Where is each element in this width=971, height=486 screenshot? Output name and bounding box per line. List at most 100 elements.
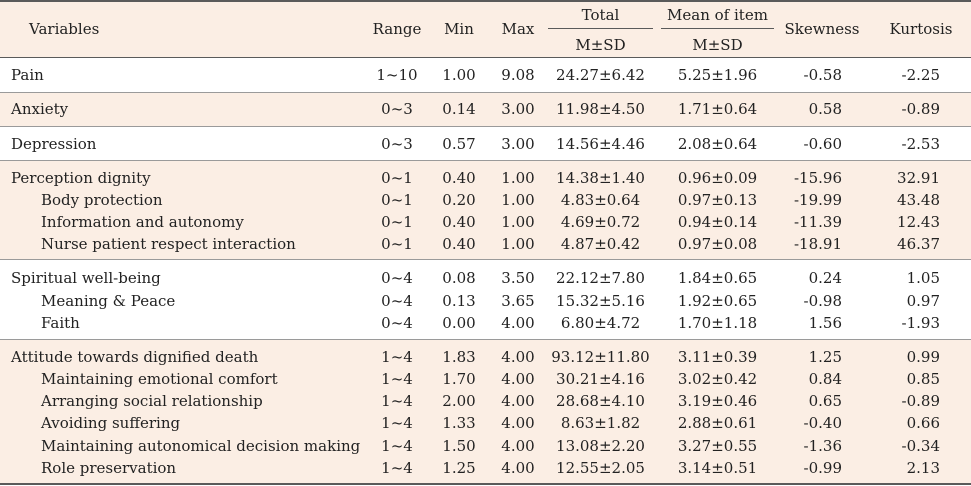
cell-max: 4.00 (501, 437, 535, 455)
cell-min: 1.33 (442, 414, 476, 432)
band-attitude (0, 340, 971, 483)
row-label: Arranging social relationship (41, 392, 263, 410)
cell-total: 24.27±6.42 (556, 66, 645, 84)
cell-skewness: 0.84 (808, 370, 842, 388)
header-variables: Variables (29, 20, 100, 38)
cell-total: 22.12±7.80 (556, 269, 645, 287)
cell-max: 1.00 (501, 213, 535, 231)
cell-mean: 1.70±1.18 (677, 314, 758, 332)
cell-total: 4.83±0.64 (560, 191, 641, 209)
cell-range: 0~4 (381, 314, 413, 332)
cell-min: 1.00 (442, 66, 476, 84)
cell-skewness: 0.65 (808, 392, 842, 410)
row-label: Pain (11, 66, 44, 84)
cell-total: 11.98±4.50 (556, 100, 645, 118)
cell-total: 28.68±4.10 (556, 392, 645, 410)
cell-range: 0~4 (381, 269, 413, 287)
cell-range: 0~1 (381, 213, 413, 231)
header-total-underline (548, 28, 653, 29)
row-label: Anxiety (11, 100, 69, 118)
header-mean-sub: M±SD (692, 36, 743, 54)
cell-min: 0.13 (442, 292, 476, 310)
row-label: Depression (11, 135, 97, 153)
cell-kurtosis: -0.89 (901, 392, 940, 410)
row-label: Body protection (41, 191, 163, 209)
row-label: Spiritual well-being (11, 269, 161, 287)
cell-total: 93.12±11.80 (551, 348, 650, 366)
header-skewness: Skewness (784, 20, 860, 38)
cell-mean: 2.08±0.64 (677, 135, 758, 153)
header-mean-underline (661, 28, 774, 29)
row-label: Nurse patient respect interaction (41, 235, 296, 253)
row-label: Meaning & Peace (41, 292, 176, 310)
cell-min: 0.57 (442, 135, 476, 153)
cell-mean: 3.02±0.42 (677, 370, 758, 388)
cell-kurtosis: -2.25 (901, 66, 940, 84)
cell-kurtosis: 46.37 (897, 235, 940, 253)
band-perception-dignity (0, 161, 971, 259)
cell-skewness: -0.40 (803, 414, 842, 432)
row-label: Information and autonomy (41, 213, 244, 231)
cell-min: 0.40 (442, 169, 476, 187)
cell-min: 1.70 (442, 370, 476, 388)
band-anxiety (0, 93, 971, 126)
cell-range: 1~4 (381, 459, 413, 477)
cell-mean: 3.19±0.46 (677, 392, 758, 410)
table-bottom-rule (0, 483, 971, 485)
cell-range: 0~3 (381, 100, 413, 118)
cell-min: 0.14 (442, 100, 476, 118)
cell-total: 30.21±4.16 (556, 370, 645, 388)
cell-max: 3.00 (501, 100, 535, 118)
cell-range: 1~4 (381, 437, 413, 455)
separator (0, 126, 971, 127)
cell-mean: 2.88±0.61 (677, 414, 758, 432)
cell-skewness: -15.96 (793, 169, 842, 187)
header-total: Total (581, 6, 620, 24)
cell-kurtosis: 12.43 (897, 213, 940, 231)
cell-total: 12.55±2.05 (556, 459, 645, 477)
cell-min: 1.83 (442, 348, 476, 366)
cell-skewness: -11.39 (793, 213, 842, 231)
header-max: Max (501, 20, 535, 38)
cell-kurtosis: 0.99 (906, 348, 940, 366)
cell-min: 0.40 (442, 213, 476, 231)
cell-min: 0.00 (442, 314, 476, 332)
cell-max: 4.00 (501, 459, 535, 477)
cell-min: 0.40 (442, 235, 476, 253)
cell-skewness: -0.60 (803, 135, 842, 153)
cell-total: 13.08±2.20 (556, 437, 645, 455)
cell-mean: 1.84±0.65 (677, 269, 758, 287)
cell-mean: 0.94±0.14 (677, 213, 758, 231)
cell-min: 2.00 (442, 392, 476, 410)
row-label: Faith (41, 314, 80, 332)
cell-total: 6.80±4.72 (560, 314, 641, 332)
cell-skewness: -0.98 (803, 292, 842, 310)
cell-kurtosis: 0.85 (906, 370, 940, 388)
separator (0, 339, 971, 340)
cell-range: 1~4 (381, 392, 413, 410)
cell-max: 4.00 (501, 314, 535, 332)
cell-kurtosis: 0.97 (906, 292, 940, 310)
row-label: Role preservation (41, 459, 177, 477)
cell-kurtosis: 0.66 (906, 414, 940, 432)
separator (0, 160, 971, 161)
cell-total: 14.38±1.40 (556, 169, 645, 187)
cell-mean: 3.27±0.55 (677, 437, 758, 455)
cell-max: 4.00 (501, 392, 535, 410)
cell-kurtosis: 32.91 (897, 169, 940, 187)
header-min: Min (444, 20, 474, 38)
header-range: Range (372, 20, 422, 38)
table-header (0, 0, 971, 58)
row-label: Attitude towards dignified death (11, 348, 259, 366)
row-label: Avoiding suffering (41, 414, 181, 432)
header-mean-of-item: Mean of item (667, 6, 768, 24)
cell-total: 15.32±5.16 (556, 292, 645, 310)
cell-total: 8.63±1.82 (560, 414, 641, 432)
cell-skewness: 1.56 (808, 314, 842, 332)
row-label: Maintaining emotional comfort (41, 370, 278, 388)
cell-range: 0~3 (381, 135, 413, 153)
cell-mean: 1.92±0.65 (677, 292, 758, 310)
cell-min: 1.25 (442, 459, 476, 477)
cell-mean: 0.96±0.09 (677, 169, 758, 187)
